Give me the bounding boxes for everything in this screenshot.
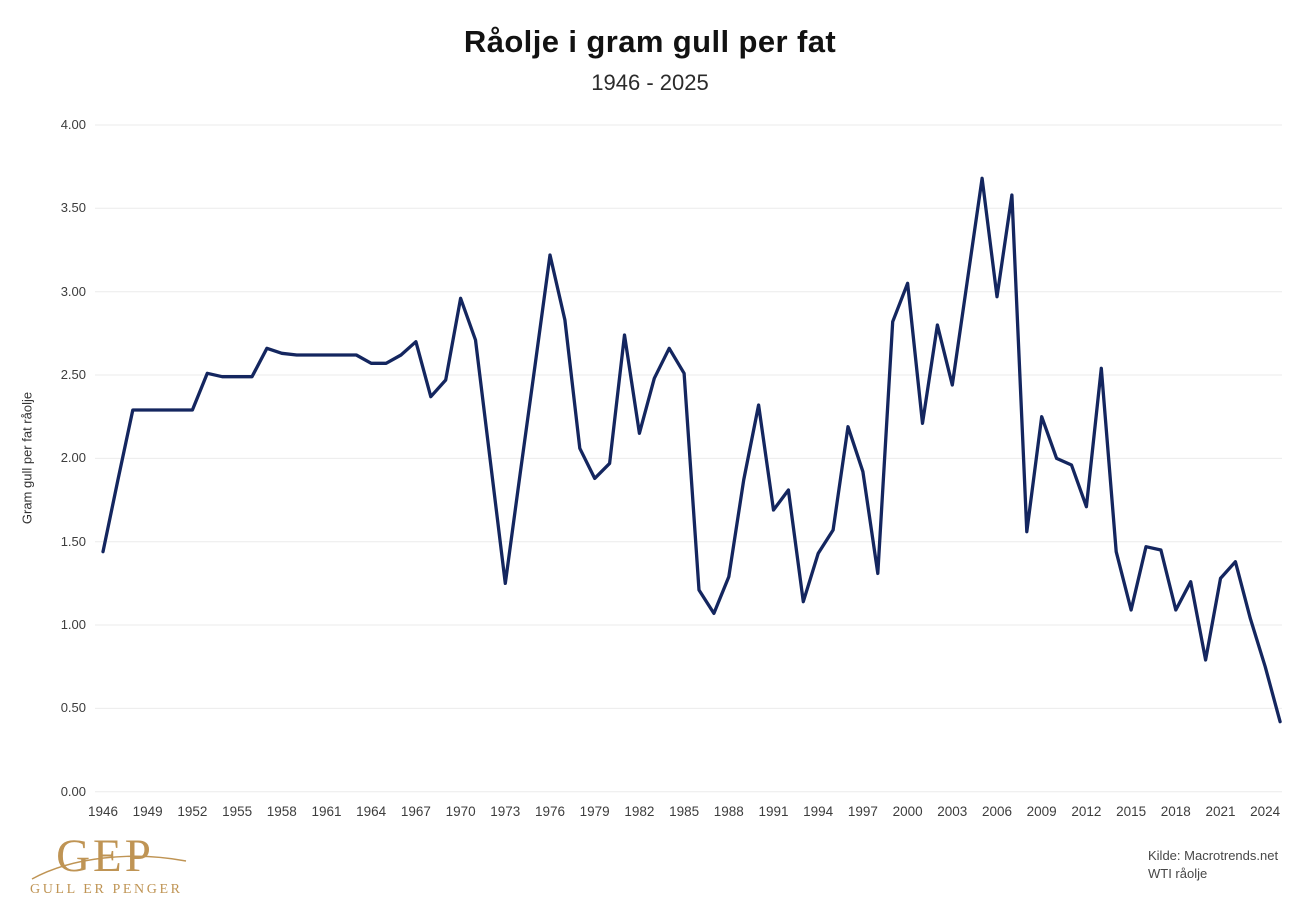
y-tick-label: 0.50	[60, 700, 86, 716]
source-line-1: Kilde: Macrotrends.net	[1148, 848, 1279, 863]
x-tick-label: 1967	[400, 804, 431, 819]
x-tick-label: 2024	[1250, 804, 1281, 819]
x-tick-label: 2015	[1116, 804, 1147, 819]
x-tick-label: 1985	[669, 804, 700, 819]
x-tick-label: 1970	[445, 804, 476, 819]
x-tick-label: 1949	[132, 804, 163, 819]
x-tick-label: 1961	[311, 804, 342, 819]
y-tick-label: 2.50	[60, 367, 86, 382]
x-tick-label: 1946	[87, 804, 119, 819]
x-tick-label: 2003	[937, 804, 968, 819]
x-tick-label: 1997	[847, 804, 878, 819]
x-tick-label: 1976	[534, 804, 566, 819]
x-tick-label: 2021	[1205, 804, 1236, 819]
x-tick-label: 2012	[1071, 804, 1102, 819]
chart-subtitle: 1946 - 2025	[591, 70, 709, 95]
x-tick-label: 1994	[803, 804, 834, 819]
x-tick-label: 1964	[356, 804, 387, 819]
y-tick-label: 3.00	[60, 283, 86, 299]
x-tick-label: 2006	[981, 804, 1013, 819]
source-attribution: Kilde: Macrotrends.net WTI råolje	[1148, 847, 1278, 882]
y-tick-label: 4.00	[60, 117, 86, 132]
x-tick-label: 1979	[579, 804, 610, 819]
gep-logo-swoosh-icon	[31, 855, 187, 880]
x-tick-label: 2009	[1026, 804, 1057, 819]
x-tick-label: 1955	[222, 804, 253, 819]
y-tick-label: 3.50	[60, 200, 86, 216]
x-tick-label: 1982	[624, 804, 655, 819]
chart-title: Råolje i gram gull per fat	[463, 24, 837, 59]
x-tick-label: 1952	[177, 804, 208, 819]
y-tick-label: 1.00	[60, 617, 86, 632]
x-tick-label: 1988	[713, 804, 744, 819]
x-tick-label: 1973	[490, 804, 521, 819]
x-tick-label: 2000	[892, 804, 923, 819]
x-tick-label: 1991	[758, 804, 789, 819]
gep-logo: GEP GULL ER PENGER	[30, 833, 200, 899]
source-line-2: WTI råolje	[1148, 865, 1208, 881]
y-tick-label: 1.50	[60, 533, 86, 549]
y-tick-label: 2.00	[60, 450, 86, 466]
x-tick-label: 1958	[266, 804, 297, 819]
y-tick-label: 0.00	[60, 783, 86, 799]
x-tick-label: 2018	[1160, 804, 1191, 819]
gep-logo-tagline: GULL ER PENGER	[30, 882, 183, 897]
